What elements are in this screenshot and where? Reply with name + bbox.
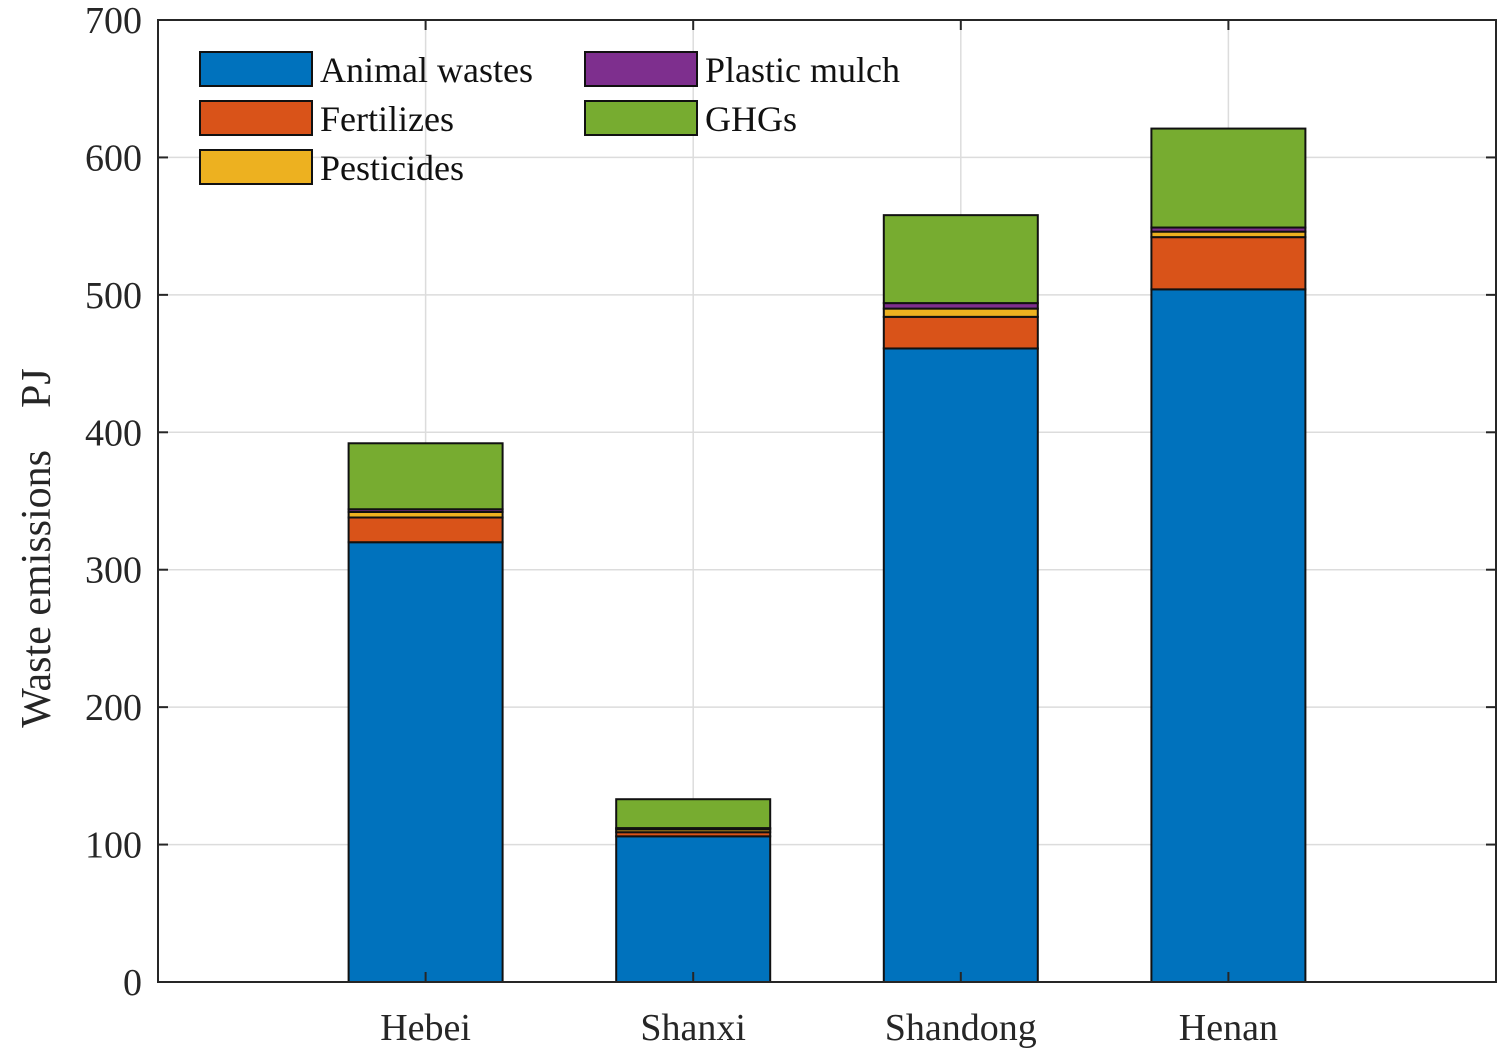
bar-ghgs-hebei xyxy=(347,442,504,511)
legend-swatch-pesticides xyxy=(199,149,313,185)
legend: Animal wastes Plastic mulch Fertilizes GHGs… xyxy=(199,50,900,188)
bar-ghgs-shandong xyxy=(882,214,1039,305)
legend-label-ghgs: GHGs xyxy=(705,99,797,139)
bar-animal-wastes-hebei xyxy=(347,541,504,983)
legend-label-pesticides: Pesticides xyxy=(320,148,464,188)
y-axis-ticks: 0 100 200 300 400 500 600 700 xyxy=(85,0,1496,1004)
bar-animal-wastes-henan xyxy=(1150,288,1307,983)
bar-fertilizes-shandong xyxy=(882,315,1039,350)
legend-swatch-animal-wastes xyxy=(199,51,313,87)
legend-label-fertilizes: Fertilizes xyxy=(320,99,454,139)
legend-label-plastic-mulch: Plastic mulch xyxy=(705,50,900,90)
y-tick-label: 500 xyxy=(85,275,142,317)
bar-pesticides-shandong xyxy=(882,307,1039,318)
y-tick-label: 200 xyxy=(85,687,142,729)
bar-fertilizes-hebei xyxy=(347,516,504,544)
y-tick-label: 400 xyxy=(85,412,142,454)
y-tick-label: 0 xyxy=(123,962,142,1004)
legend-swatch-fertilizes xyxy=(199,100,313,136)
legend-label-animal-wastes: Animal wastes xyxy=(320,50,533,90)
legend-swatch-ghgs xyxy=(584,100,698,136)
bar-ghgs-henan xyxy=(1150,127,1307,229)
x-tick-label: Hebei xyxy=(380,1007,471,1049)
bar-fertilizes-henan xyxy=(1150,236,1307,291)
y-tick-label: 700 xyxy=(85,0,142,42)
y-axis-label: Waste emissions PJ xyxy=(14,368,60,727)
y-tick-label: 100 xyxy=(85,825,142,867)
legend-swatch-plastic-mulch xyxy=(584,51,698,87)
plot-frame xyxy=(157,19,1497,983)
x-tick-label: Shandong xyxy=(885,1007,1037,1049)
x-tick-label: Shanxi xyxy=(640,1007,746,1049)
y-tick-label: 600 xyxy=(85,137,142,179)
bar-animal-wastes-shandong xyxy=(882,347,1039,983)
bar-ghgs-shanxi xyxy=(615,798,772,830)
x-axis-ticks: Hebei Shanxi Shandong Henan xyxy=(380,20,1278,1049)
bars xyxy=(347,127,1307,984)
x-tick-label: Henan xyxy=(1179,1007,1278,1049)
bar-animal-wastes-shanxi xyxy=(615,835,772,984)
y-tick-label: 300 xyxy=(85,550,142,592)
